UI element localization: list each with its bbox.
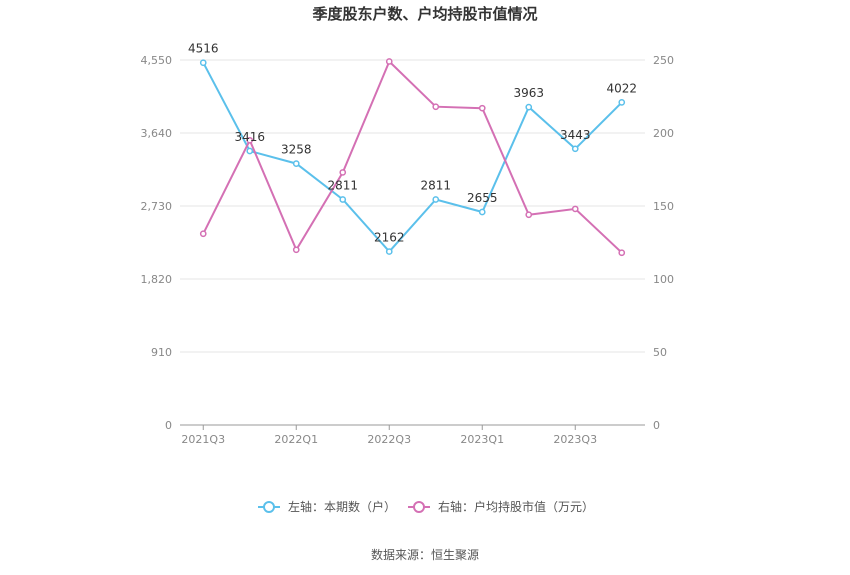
data-label: 4022	[606, 81, 637, 95]
x-tick-label: 2022Q3	[367, 433, 411, 446]
legend-label: 右轴：户均持股市值（万元）	[438, 499, 594, 514]
right-tick-label: 100	[653, 273, 674, 286]
x-tick-label: 2023Q1	[460, 433, 504, 446]
right-tick-label: 250	[653, 54, 674, 67]
data-label: 4516	[188, 42, 219, 56]
series-1-point[interactable]	[385, 248, 393, 255]
data-label: 2811	[327, 179, 358, 193]
series-1-point[interactable]	[199, 59, 207, 67]
data-label: 3963	[513, 86, 544, 100]
series-1-point[interactable]	[292, 160, 300, 167]
series-2-point[interactable]	[571, 205, 579, 213]
legend[interactable]: 左轴：本期数（户） 右轴：户均持股市值（万元）	[258, 499, 594, 514]
left-tick-label: 3,640	[141, 127, 173, 140]
legend-marker	[413, 501, 425, 513]
series-1-point[interactable]	[432, 196, 440, 203]
right-tick-label: 200	[653, 127, 674, 140]
data-labels: 4516 3416 3258 2811 2162 2811 2655 3963 3443 4022	[188, 42, 637, 245]
series-line-2	[202, 59, 623, 254]
series-1-point[interactable]	[525, 103, 533, 111]
legend-item-1[interactable]: 左轴：本期数（户）	[258, 499, 396, 514]
axes: 0 910 1,820 2,730 3,640 4,550 0 50 100 150 200 250 2…	[141, 54, 675, 446]
left-tick-label: 0	[165, 419, 172, 432]
right-tick-label: 50	[653, 346, 667, 359]
series-2-point[interactable]	[246, 136, 254, 144]
series-layer	[199, 58, 626, 257]
series-2-point[interactable]	[432, 103, 440, 111]
series-2-point[interactable]	[339, 169, 347, 176]
right-tick-label: 0	[653, 419, 660, 432]
x-tick-label: 2023Q3	[553, 433, 597, 446]
right-tick-label: 150	[653, 200, 674, 213]
legend-item-2[interactable]: 右轴：户均持股市值（万元）	[408, 499, 594, 514]
x-tick-label: 2021Q3	[181, 433, 225, 446]
series-2-point[interactable]	[199, 230, 207, 238]
series-2-point[interactable]	[385, 58, 393, 65]
chart-title: 季度股东户数、户均持股市值情况	[312, 5, 537, 23]
series-1-point[interactable]	[618, 99, 626, 106]
data-label: 2162	[374, 231, 405, 245]
data-label: 2655	[467, 191, 498, 205]
left-tick-label: 4,550	[141, 54, 173, 67]
series-1-point[interactable]	[246, 147, 254, 155]
series-1-point[interactable]	[478, 208, 486, 216]
left-tick-label: 1,820	[141, 273, 173, 286]
series-1-point[interactable]	[571, 145, 579, 153]
series-2-point[interactable]	[618, 249, 626, 257]
data-label: 3443	[560, 128, 591, 142]
left-tick-label: 2,730	[141, 200, 173, 213]
series-2-point[interactable]	[292, 246, 300, 254]
left-tick-label: 910	[151, 346, 172, 359]
series-2-point[interactable]	[478, 104, 486, 112]
source-note: 数据来源：恒生聚源	[371, 547, 479, 562]
legend-label: 左轴：本期数（户）	[288, 499, 396, 514]
legend-marker	[263, 501, 275, 513]
data-label: 3416	[234, 130, 265, 144]
data-label: 3258	[281, 143, 312, 157]
x-tick-label: 2022Q1	[274, 433, 318, 446]
series-2-point[interactable]	[525, 211, 533, 219]
series-line-1	[202, 62, 623, 254]
data-label: 2811	[420, 179, 451, 193]
series-1-point[interactable]	[339, 196, 347, 203]
grid-lines	[180, 59, 645, 353]
